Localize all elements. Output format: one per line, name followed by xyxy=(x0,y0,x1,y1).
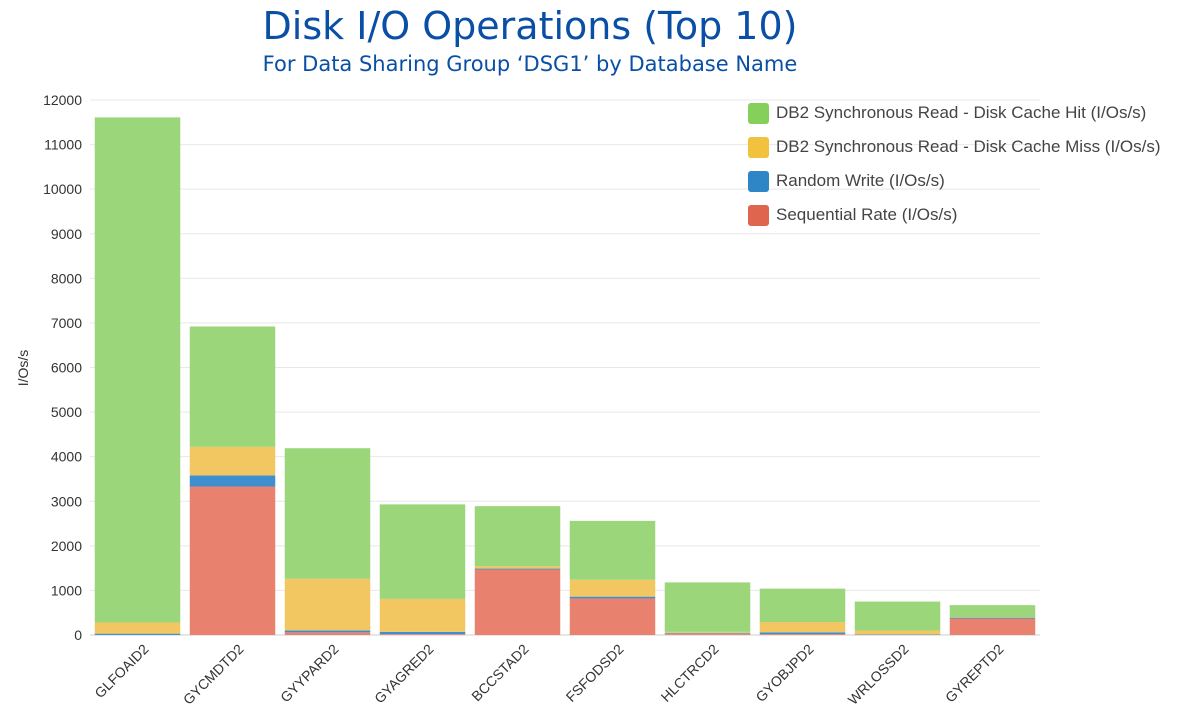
legend: DB2 Synchronous Read - Disk Cache Hit (I… xyxy=(748,96,1161,232)
bar-segment[interactable] xyxy=(569,520,656,580)
bar-segment[interactable] xyxy=(759,632,846,635)
y-tick-label: 11000 xyxy=(44,137,82,153)
bar-segment[interactable] xyxy=(284,630,371,633)
x-tick-label: BCCSTAD2 xyxy=(468,641,532,705)
y-tick-label: 4000 xyxy=(51,449,82,465)
legend-swatch xyxy=(748,170,769,192)
bar-segment[interactable] xyxy=(284,632,371,635)
y-axis-label: I/Os/s xyxy=(15,350,31,387)
bar-segment[interactable] xyxy=(759,622,846,633)
y-tick-label: 0 xyxy=(74,627,82,643)
x-tick-label: GYCMDTD2 xyxy=(180,641,247,708)
y-tick-label: 1000 xyxy=(51,582,82,598)
y-tick-label: 10000 xyxy=(43,181,82,197)
legend-swatch xyxy=(748,136,769,158)
y-tick-label: 7000 xyxy=(51,315,82,331)
legend-item[interactable]: Random Write (I/Os/s) xyxy=(748,164,1161,198)
bar-segment[interactable] xyxy=(474,569,561,635)
x-axis-ticks: GLFOAID2 GYCMDTD2 GYYPARD2 GYAGRED2 BCCSTAD2… xyxy=(91,641,1006,708)
bar-segment[interactable] xyxy=(379,631,466,635)
bar-segment[interactable] xyxy=(284,448,371,579)
bar-segment[interactable] xyxy=(569,596,656,599)
x-tick-label: GYOBJPD2 xyxy=(752,641,816,705)
x-tick-label: GLFOAID2 xyxy=(91,641,151,701)
bar-segment[interactable] xyxy=(379,634,466,635)
y-tick-label: 2000 xyxy=(51,538,82,554)
bar-segment[interactable] xyxy=(189,446,276,476)
bar-segment[interactable] xyxy=(949,618,1036,635)
x-tick-label: FSFODSD2 xyxy=(562,641,626,705)
y-tick-label: 8000 xyxy=(51,270,82,286)
bar-segment[interactable] xyxy=(94,117,181,623)
bar-segment[interactable] xyxy=(854,601,941,631)
bar-segment[interactable] xyxy=(379,504,466,599)
bar-segment[interactable] xyxy=(664,634,751,635)
bar-segment[interactable] xyxy=(664,631,751,634)
chart-title: Disk I/O Operations (Top 10) xyxy=(262,4,798,48)
bar-segment[interactable] xyxy=(94,622,181,634)
bars xyxy=(94,117,1036,635)
bar-segment[interactable] xyxy=(189,486,276,635)
chart-subtitle: For Data Sharing Group ‘DSG1’ by Databas… xyxy=(262,52,798,76)
x-tick-label: HLCTRCD2 xyxy=(657,641,721,705)
x-tick-label: GYAGRED2 xyxy=(371,641,437,707)
bar-segment[interactable] xyxy=(759,588,846,623)
y-tick-label: 6000 xyxy=(51,360,82,376)
y-axis-ticks: 0 1000 2000 3000 4000 5000 6000 7000 8000 9000 100… xyxy=(43,92,82,643)
bar-segment[interactable] xyxy=(379,598,466,632)
legend-label: DB2 Synchronous Read - Disk Cache Hit (I… xyxy=(776,103,1147,122)
bar-segment[interactable] xyxy=(189,326,276,447)
bar-segment[interactable] xyxy=(949,605,1036,618)
bar-segment[interactable] xyxy=(189,475,276,487)
bar-segment[interactable] xyxy=(474,568,561,570)
legend-label: Sequential Rate (I/Os/s) xyxy=(776,205,958,224)
bar-segment[interactable] xyxy=(474,566,561,569)
bar-segment[interactable] xyxy=(759,634,846,635)
legend-swatch xyxy=(748,204,769,226)
bar-segment[interactable] xyxy=(284,578,371,631)
legend-item[interactable]: Sequential Rate (I/Os/s) xyxy=(748,198,1161,232)
legend-swatch xyxy=(748,102,769,124)
bar-segment[interactable] xyxy=(569,598,656,635)
legend-item[interactable]: DB2 Synchronous Read - Disk Cache Hit (I… xyxy=(748,96,1161,130)
bar-segment[interactable] xyxy=(664,633,751,635)
legend-label: DB2 Synchronous Read - Disk Cache Miss (… xyxy=(776,137,1161,156)
x-tick-label: GYYPARD2 xyxy=(277,641,342,706)
x-tick-label: WRLOSSD2 xyxy=(845,641,912,708)
bar-segment[interactable] xyxy=(949,617,1036,619)
y-tick-label: 12000 xyxy=(43,92,82,108)
bar-segment[interactable] xyxy=(474,506,561,567)
bar-segment[interactable] xyxy=(854,630,941,635)
y-tick-label: 3000 xyxy=(51,493,82,509)
bar-segment[interactable] xyxy=(94,633,181,635)
legend-label: Random Write (I/Os/s) xyxy=(776,171,945,190)
y-tick-label: 5000 xyxy=(51,404,82,420)
bar-segment[interactable] xyxy=(569,579,656,597)
x-tick-label: GYREPTD2 xyxy=(942,641,1007,706)
y-tick-label: 9000 xyxy=(51,226,82,242)
bar-segment[interactable] xyxy=(664,582,751,632)
legend-item[interactable]: DB2 Synchronous Read - Disk Cache Miss (… xyxy=(748,130,1161,164)
